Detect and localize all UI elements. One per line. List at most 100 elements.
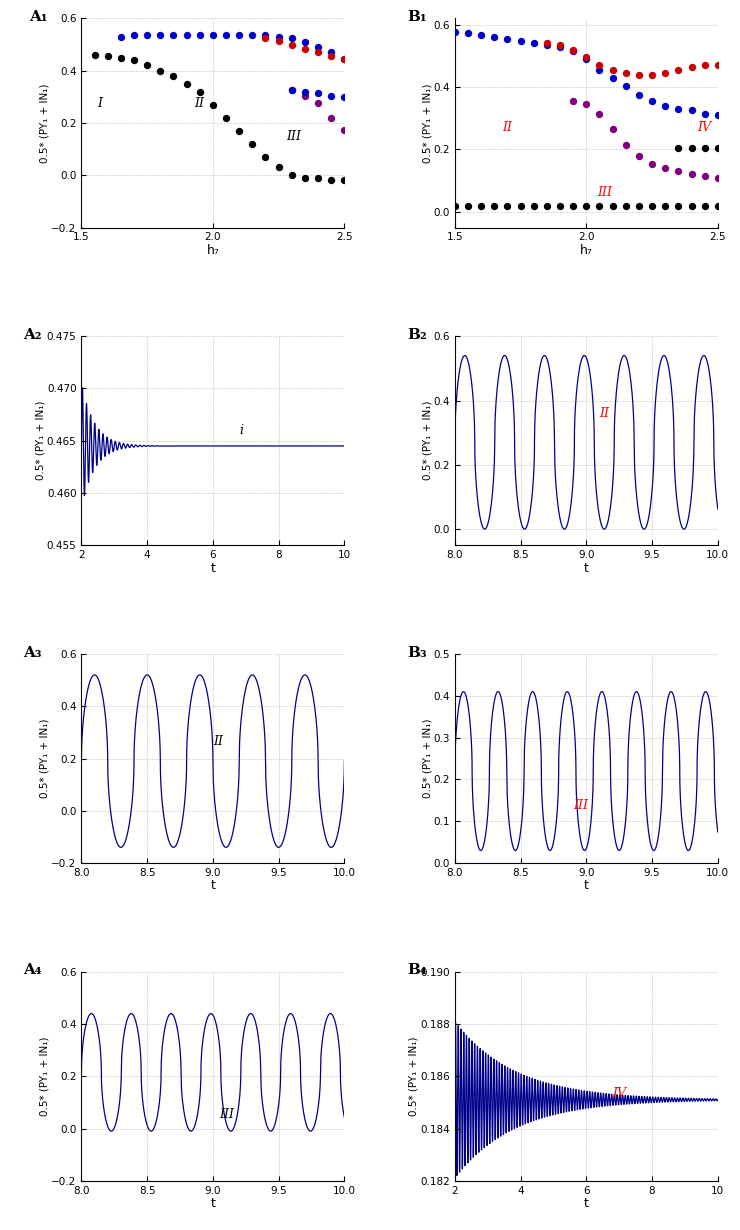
Point bbox=[541, 196, 553, 215]
X-axis label: t: t bbox=[584, 562, 589, 574]
Point bbox=[338, 171, 350, 191]
Point bbox=[475, 196, 487, 215]
Point bbox=[475, 25, 487, 44]
Text: II: II bbox=[599, 407, 610, 419]
Point bbox=[260, 26, 272, 46]
Text: I: I bbox=[97, 97, 102, 111]
Point bbox=[181, 74, 192, 93]
Point bbox=[273, 31, 285, 50]
Point bbox=[699, 166, 710, 186]
Point bbox=[633, 146, 645, 166]
Text: B₄: B₄ bbox=[408, 963, 427, 978]
Point bbox=[338, 49, 350, 69]
Point bbox=[659, 96, 671, 116]
Y-axis label: 0.5* (PY₁ + IN₁): 0.5* (PY₁ + IN₁) bbox=[40, 718, 50, 798]
Point bbox=[712, 106, 724, 125]
Point bbox=[568, 42, 579, 62]
Point bbox=[607, 119, 619, 139]
Point bbox=[646, 65, 658, 85]
Point bbox=[712, 55, 724, 75]
Point bbox=[633, 196, 645, 215]
Y-axis label: 0.5* (PY₁ + IN₁): 0.5* (PY₁ + IN₁) bbox=[422, 84, 432, 162]
Point bbox=[246, 134, 258, 154]
Point bbox=[299, 81, 311, 101]
Point bbox=[299, 32, 311, 52]
Point bbox=[286, 28, 297, 48]
Point bbox=[568, 91, 579, 111]
Point bbox=[233, 26, 245, 46]
Point bbox=[646, 196, 658, 215]
Point bbox=[541, 33, 553, 53]
Point bbox=[312, 43, 324, 63]
Point bbox=[194, 26, 206, 46]
Point bbox=[141, 26, 153, 46]
Point bbox=[659, 63, 671, 82]
Point bbox=[502, 28, 514, 48]
Point bbox=[554, 36, 566, 55]
Point bbox=[580, 49, 592, 69]
Point bbox=[699, 55, 710, 75]
Point bbox=[286, 80, 297, 100]
Point bbox=[207, 95, 219, 114]
Point bbox=[620, 76, 632, 96]
Point bbox=[593, 196, 605, 215]
Point bbox=[233, 121, 245, 140]
Point bbox=[326, 47, 337, 66]
Point bbox=[685, 138, 697, 157]
Text: A₃: A₃ bbox=[24, 646, 42, 659]
Point bbox=[502, 196, 514, 215]
Point bbox=[194, 81, 206, 101]
Point bbox=[338, 49, 350, 69]
Point bbox=[685, 101, 697, 121]
Point bbox=[593, 103, 605, 123]
Y-axis label: 0.5* (PY₁ + IN₁): 0.5* (PY₁ + IN₁) bbox=[40, 84, 50, 162]
Y-axis label: 0.5* (PY₁ + IN₁): 0.5* (PY₁ + IN₁) bbox=[422, 718, 432, 798]
Point bbox=[155, 60, 166, 80]
Point bbox=[685, 57, 697, 76]
X-axis label: t: t bbox=[210, 1197, 215, 1210]
Point bbox=[102, 47, 114, 66]
Point bbox=[449, 196, 461, 215]
Point bbox=[514, 31, 526, 50]
Point bbox=[220, 108, 232, 128]
Point bbox=[326, 171, 337, 191]
Point bbox=[659, 196, 671, 215]
Point bbox=[593, 55, 605, 75]
Point bbox=[699, 196, 710, 215]
Text: B₁: B₁ bbox=[408, 10, 427, 25]
Point bbox=[326, 86, 337, 106]
Point bbox=[312, 93, 324, 113]
Text: A₁: A₁ bbox=[29, 10, 47, 25]
Point bbox=[580, 48, 592, 68]
Point bbox=[128, 26, 140, 46]
X-axis label: t: t bbox=[584, 1197, 589, 1210]
Point bbox=[326, 43, 337, 63]
Text: III: III bbox=[220, 1108, 235, 1121]
Text: II: II bbox=[213, 736, 223, 748]
Point bbox=[528, 33, 539, 53]
Point bbox=[449, 22, 461, 42]
Text: II: II bbox=[195, 97, 204, 111]
Point bbox=[273, 157, 285, 177]
Point bbox=[699, 103, 710, 123]
Text: B₂: B₂ bbox=[408, 328, 427, 342]
Point bbox=[273, 27, 285, 47]
Point bbox=[607, 68, 619, 87]
Point bbox=[633, 65, 645, 85]
Point bbox=[554, 37, 566, 57]
Text: A₄: A₄ bbox=[24, 963, 42, 978]
Point bbox=[260, 148, 272, 167]
Y-axis label: 0.5* (PY₁ + IN₁): 0.5* (PY₁ + IN₁) bbox=[40, 1037, 50, 1116]
Point bbox=[488, 196, 500, 215]
Point bbox=[286, 80, 297, 100]
Point bbox=[712, 196, 724, 215]
Point bbox=[115, 48, 127, 68]
Point bbox=[712, 167, 724, 187]
Text: i: i bbox=[239, 424, 243, 438]
Point bbox=[128, 50, 140, 70]
Point bbox=[685, 165, 697, 184]
X-axis label: t: t bbox=[584, 879, 589, 892]
Point bbox=[673, 60, 684, 80]
Point bbox=[593, 60, 605, 80]
Point bbox=[620, 135, 632, 155]
